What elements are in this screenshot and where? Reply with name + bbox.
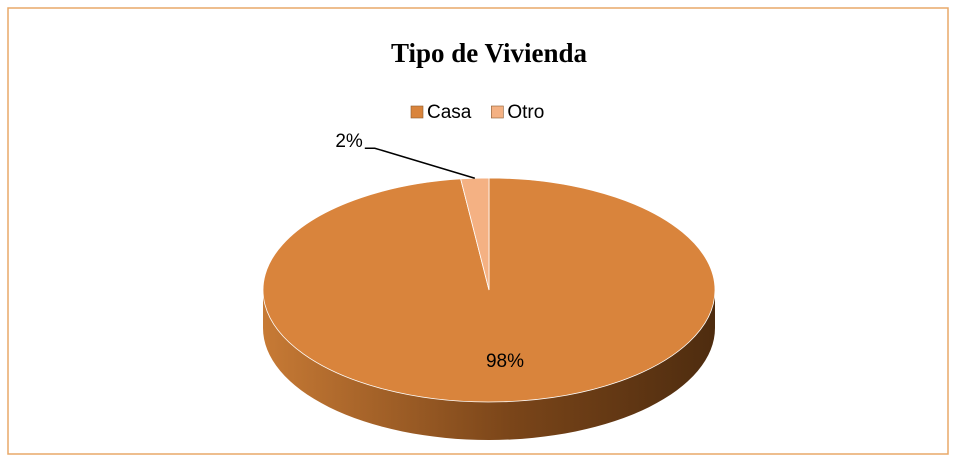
legend-label: Otro — [507, 102, 544, 123]
data-label: 98% — [486, 351, 524, 372]
slice-side — [263, 290, 715, 440]
chart-title: Tipo de Vivienda — [391, 38, 588, 68]
leader-line — [364, 147, 476, 179]
legend-label: Casa — [427, 102, 472, 123]
slice — [460, 177, 490, 291]
legend-swatch — [491, 105, 504, 119]
legend-swatch — [410, 105, 424, 119]
data-label: 2% — [335, 131, 363, 152]
